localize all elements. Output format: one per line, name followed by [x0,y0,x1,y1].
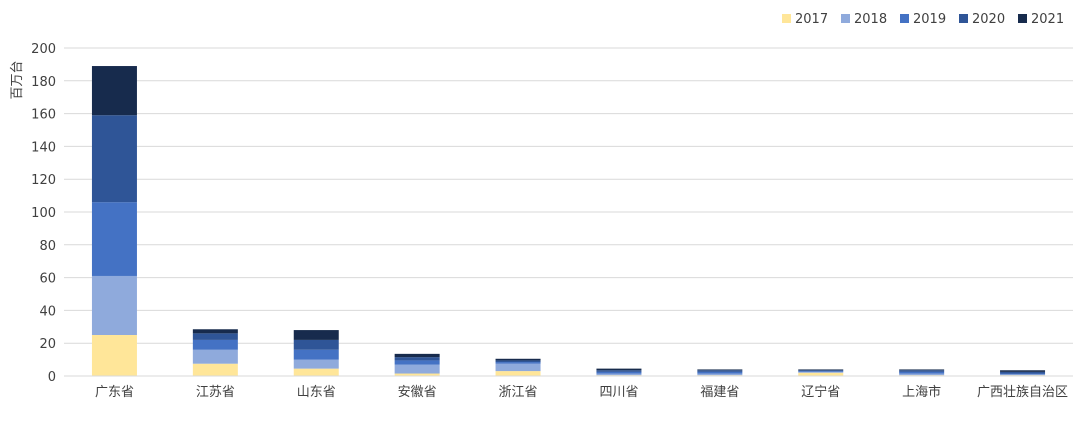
x-category-label: 辽宁省 [801,384,840,400]
bar-segment-2020 [91,115,137,203]
bar-segment-2020 [394,357,440,361]
bar-segment-2020 [899,370,945,372]
legend-swatch-2019 [900,14,909,23]
bar-segment-2021 [798,369,844,371]
legend-label-2017: 2017 [795,12,828,27]
bar-segment-2019 [495,362,541,364]
bar-segment-2017 [192,363,238,376]
bar-segment-2017 [293,368,339,376]
bar-segment-2018 [697,373,743,376]
bar-segment-2021 [1000,370,1046,372]
bar-segment-2019 [394,360,440,365]
bar-segment-2021 [596,368,642,371]
bar-segment-2019 [798,371,844,372]
y-tick-label: 200 [31,42,56,57]
bar-segment-2018 [293,359,339,369]
bar-segment-2019 [1000,373,1046,375]
x-axis-categories: 广东省 江苏省 山东省 安徽省 浙江省 四川省 福建省 辽宁省 上海市 广西壮族自治区 [95,384,1068,400]
bar-segment-2019 [697,371,743,374]
bar-segment-2019 [91,202,137,276]
x-category-label: 福建省 [700,385,739,400]
bar-segment-2018 [394,364,440,374]
y-tick-label: 0 [48,370,56,385]
y-tick-label: 40 [39,304,56,319]
bar-segment-2021 [293,330,339,340]
bar-segment-2020 [192,333,238,340]
x-category-label: 四川省 [599,385,638,400]
legend: 2017 2018 2019 2020 2021 [782,12,1064,27]
legend-label-2019: 2019 [913,12,946,27]
bar-segment-2021 [192,329,238,334]
y-tick-label: 180 [31,75,56,90]
x-category-label: 山东省 [297,385,336,400]
y-tick-label: 100 [31,206,56,221]
bar-segment-2017 [394,373,440,376]
bar-segment-2020 [798,370,844,372]
bar-segment-2018 [798,371,844,373]
x-category-label: 广东省 [95,385,134,400]
bar-segment-2019 [596,371,642,374]
bar-segment-2020 [596,370,642,372]
bar-segment-2021 [899,369,945,371]
bar-segment-2021 [697,369,743,371]
bar-segment-2018 [596,373,642,376]
gridlines [64,47,1073,344]
x-category-label: 广西壮族自治区 [977,384,1068,400]
y-tick-label: 60 [39,272,56,287]
y-axis-ticks: 0 20 40 60 80 100 120 140 160 180 200 [31,42,56,385]
bar-segment-2020 [697,370,743,372]
bar-segment-2020 [1000,371,1046,374]
bar-segment-2020 [495,360,541,363]
legend-swatch-2018 [841,14,850,23]
bar-segment-2018 [1000,374,1046,376]
y-tick-label: 160 [31,108,56,123]
y-tick-label: 20 [39,337,56,352]
bar-segment-2021 [91,66,137,116]
bars [91,66,1046,376]
legend-swatch-2020 [959,14,968,23]
x-category-label: 上海市 [902,384,941,400]
legend-label-2021: 2021 [1031,12,1064,27]
bar-segment-2018 [192,349,238,364]
bar-segment-2019 [899,371,945,374]
y-axis-label: 百万台 [10,60,25,99]
x-category-label: 江苏省 [196,384,235,400]
bar-segment-2021 [394,353,440,358]
x-category-label: 安徽省 [398,385,437,400]
bar-segment-2017 [495,371,541,376]
legend-swatch-2021 [1018,14,1027,23]
y-tick-label: 120 [31,173,56,188]
bar-segment-2020 [293,339,339,350]
bar-segment-2018 [91,275,137,335]
legend-label-2020: 2020 [972,12,1005,27]
bar-segment-2019 [293,349,339,360]
bar-segment-2021 [495,358,541,361]
legend-swatch-2017 [782,14,791,23]
y-tick-label: 80 [39,239,56,254]
bar-segment-2017 [91,335,137,376]
bar-segment-2018 [899,373,945,376]
legend-label-2018: 2018 [854,12,887,27]
bar-segment-2017 [798,372,844,376]
bar-segment-2019 [192,339,238,350]
y-tick-label: 140 [31,140,56,155]
x-category-label: 浙江省 [499,385,538,400]
bar-segment-2018 [495,363,541,372]
